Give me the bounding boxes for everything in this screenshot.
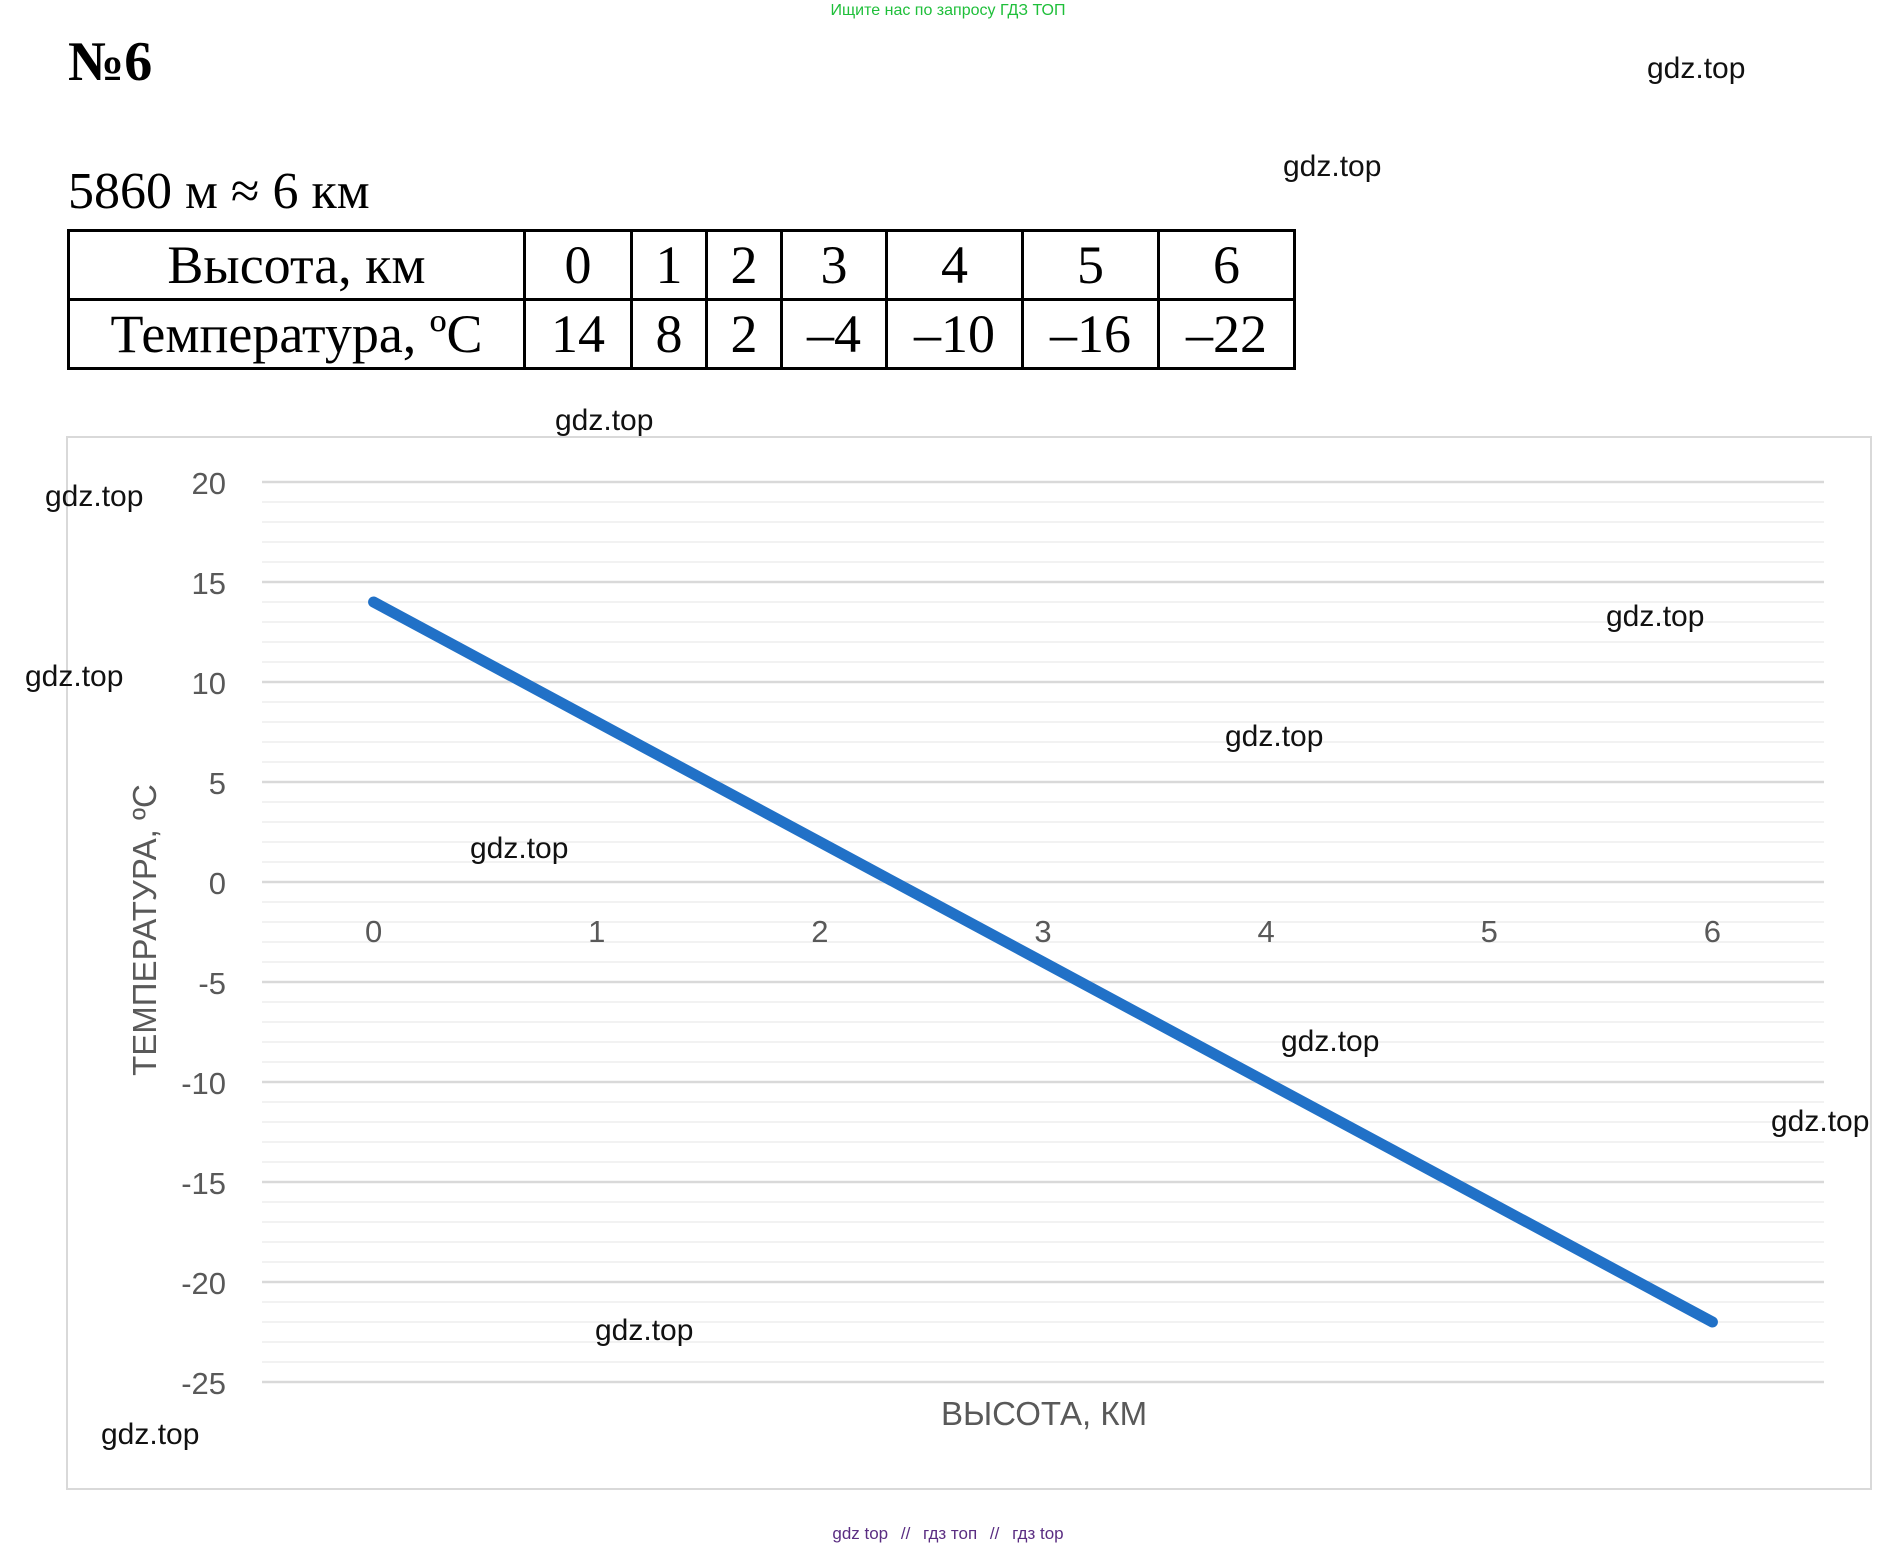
task-number: №6 bbox=[68, 31, 153, 93]
table-row-height: Высота, км 0 1 2 3 4 5 6 bbox=[67, 229, 1296, 301]
table-cell: 5 bbox=[1021, 229, 1160, 301]
watermark: gdz.top bbox=[595, 1314, 694, 1347]
tick-labels: 20 15 10 5 0 -5 -10 -15 -20 -25 0 1 2 3 4 5 6 bbox=[181, 466, 1721, 1401]
watermark: gdz.top bbox=[1771, 1105, 1870, 1138]
watermark: gdz.top bbox=[1647, 52, 1746, 85]
footer-link[interactable]: гдз top bbox=[1012, 1524, 1064, 1543]
row-header: Высота, км bbox=[67, 229, 526, 301]
table-cell: 0 bbox=[523, 229, 633, 301]
watermark: gdz.top bbox=[1281, 1025, 1380, 1058]
table-cell: 4 bbox=[885, 229, 1024, 301]
x-tick-label: 5 bbox=[1481, 914, 1498, 949]
y-tick-label: -10 bbox=[181, 1066, 226, 1101]
table-cell: 14 bbox=[523, 298, 633, 370]
watermark: gdz.top bbox=[1283, 150, 1382, 183]
watermark: gdz.top bbox=[1225, 720, 1324, 753]
row-header: Температура, ºС bbox=[67, 298, 526, 370]
table-cell: 8 bbox=[630, 298, 708, 370]
y-tick-label: -5 bbox=[198, 966, 226, 1001]
series-layer bbox=[368, 596, 1718, 1328]
table-cell: 2 bbox=[705, 298, 783, 370]
top-banner: Ищите нас по запросу ГДЗ ТОП bbox=[830, 2, 1066, 19]
table-row-temperature: Температура, ºС 14 8 2 –4 –10 –16 –22 bbox=[67, 298, 1296, 370]
table-cell: 3 bbox=[780, 229, 888, 301]
x-tick-label: 0 bbox=[365, 914, 382, 949]
x-tick-label: 4 bbox=[1258, 914, 1275, 949]
y-tick-label: 20 bbox=[192, 466, 226, 501]
watermark: gdz.top bbox=[101, 1418, 200, 1451]
y-axis-title: ТЕМПЕРАТУРА, ºС bbox=[126, 784, 163, 1076]
table-cell: –22 bbox=[1157, 298, 1296, 370]
x-tick-label: 1 bbox=[588, 914, 605, 949]
x-tick-label: 2 bbox=[811, 914, 828, 949]
grid-lines bbox=[262, 480, 1824, 1384]
watermark: gdz.top bbox=[25, 660, 124, 693]
y-tick-label: 5 bbox=[209, 766, 226, 801]
y-tick-label: 15 bbox=[192, 566, 226, 601]
watermark: gdz.top bbox=[45, 480, 144, 513]
y-tick-label: -25 bbox=[181, 1366, 226, 1401]
footer-separator: // bbox=[989, 1524, 1000, 1543]
x-axis-title: ВЫСОТА, КМ bbox=[941, 1395, 1147, 1432]
x-tick-label: 6 bbox=[1704, 914, 1721, 949]
y-tick-label: 10 bbox=[192, 666, 226, 701]
table-cell: 1 bbox=[630, 229, 708, 301]
table-cell: –16 bbox=[1021, 298, 1160, 370]
y-tick-label: -20 bbox=[181, 1266, 226, 1301]
watermark: gdz.top bbox=[470, 832, 569, 865]
table-cell: –10 bbox=[885, 298, 1024, 370]
x-tick-label: 3 bbox=[1034, 914, 1051, 949]
data-table: Высота, км 0 1 2 3 4 5 6 Температура, ºС… bbox=[67, 229, 1296, 370]
footer-link[interactable]: gdz top bbox=[832, 1524, 889, 1543]
table-cell: –4 bbox=[780, 298, 888, 370]
watermark: gdz.top bbox=[1606, 600, 1705, 633]
y-tick-label: -15 bbox=[181, 1166, 226, 1201]
unit-conversion: 5860 м ≈ 6 км bbox=[68, 163, 370, 220]
footer-link[interactable]: гдз топ bbox=[923, 1524, 978, 1543]
footer-separator: // bbox=[900, 1524, 911, 1543]
table-cell: 6 bbox=[1157, 229, 1296, 301]
footer-links: gdz top // гдз топ // гдз top bbox=[0, 1524, 1896, 1544]
chart-frame bbox=[66, 436, 1872, 1490]
table-cell: 2 bbox=[705, 229, 783, 301]
y-tick-label: 0 bbox=[209, 866, 226, 901]
watermark: gdz.top bbox=[555, 404, 654, 437]
